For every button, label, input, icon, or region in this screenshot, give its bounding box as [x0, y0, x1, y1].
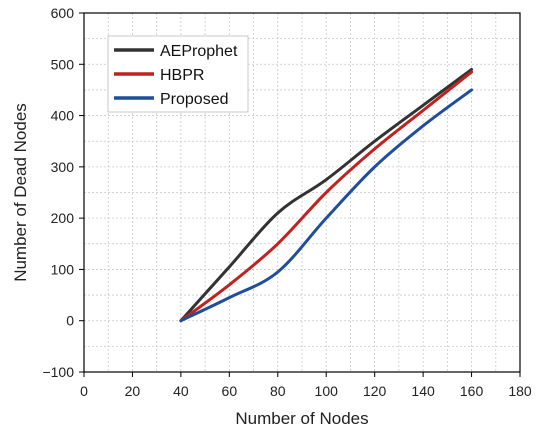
y-tick-label: 200 — [51, 210, 75, 226]
y-tick-label: 400 — [51, 108, 75, 124]
y-tick-label: 100 — [51, 261, 75, 277]
series-line-proposed — [179, 88, 474, 323]
y-tick-label: −100 — [42, 364, 74, 380]
legend-label: HBPR — [160, 67, 204, 84]
x-tick-label: 100 — [315, 383, 339, 399]
legend-label: AEProphet — [160, 43, 238, 60]
x-tick-label: 20 — [125, 383, 141, 399]
series-lines — [179, 67, 474, 323]
y-axis-title: Number of Dead Nodes — [11, 103, 30, 282]
series-line-hbpr — [179, 70, 474, 323]
x-tick-label: 0 — [80, 383, 88, 399]
y-tick-label: 500 — [51, 56, 75, 72]
legend-label: Proposed — [160, 91, 229, 108]
axis-ticks: 0 20 40 60 80 100 120 140 160 180 −100 0 100 200 300 40… — [42, 5, 531, 399]
series-line-aeprophet — [179, 67, 474, 323]
x-tick-label: 40 — [173, 383, 189, 399]
x-tick-label: 80 — [270, 383, 286, 399]
y-tick-label: 600 — [51, 5, 75, 21]
x-tick-label: 120 — [363, 383, 387, 399]
x-axis-title: Number of Nodes — [235, 409, 368, 428]
y-tick-label: 300 — [51, 159, 75, 175]
x-tick-label: 160 — [460, 383, 484, 399]
x-tick-label: 140 — [411, 383, 435, 399]
x-tick-label: 60 — [222, 383, 238, 399]
legend: AEProphet HBPR Proposed — [107, 35, 249, 113]
grid-lines — [84, 13, 520, 372]
plot-frame — [83, 12, 521, 373]
y-tick-label: 0 — [66, 313, 74, 329]
x-tick-label: 180 — [508, 383, 532, 399]
